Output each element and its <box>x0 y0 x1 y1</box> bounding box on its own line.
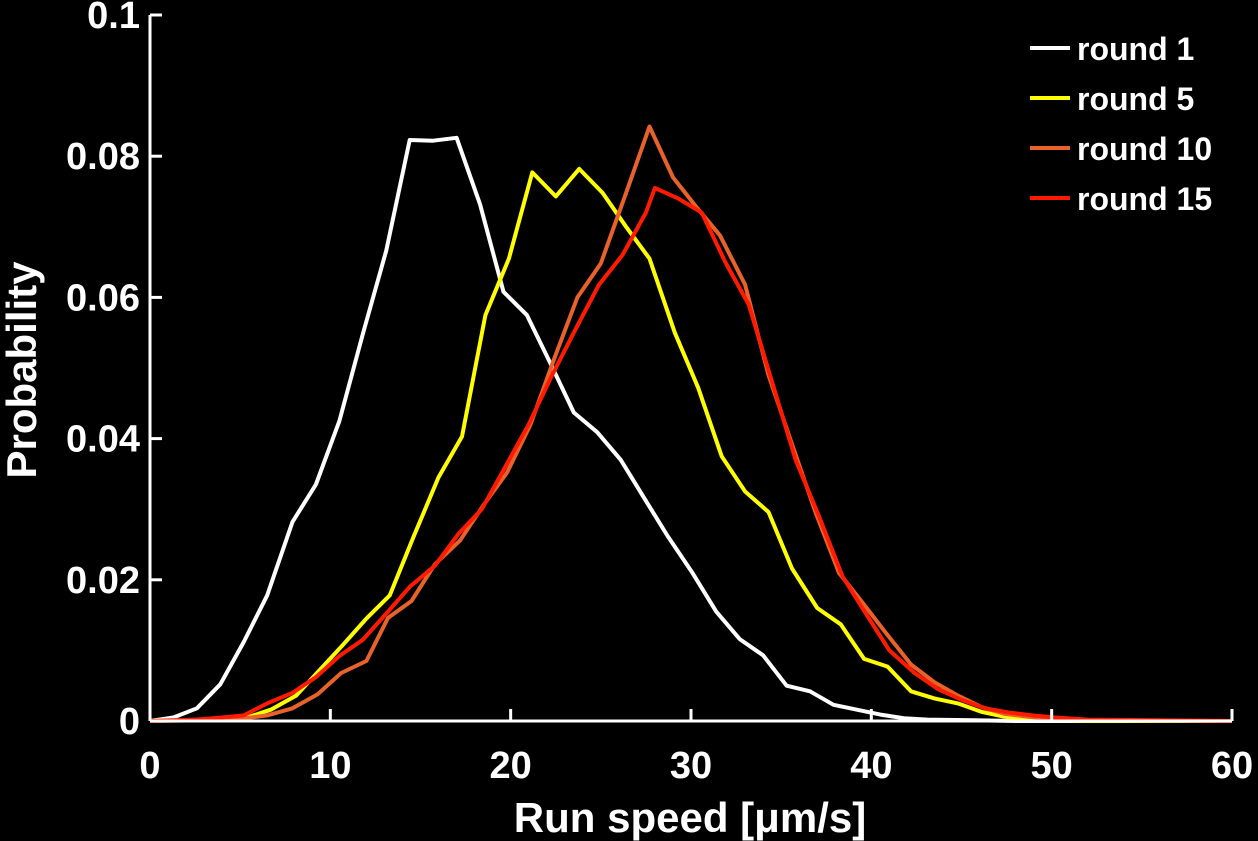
series-line-4 <box>149 186 1233 723</box>
series-line-1 <box>149 135 1232 723</box>
y-tick-label: 0.08 <box>66 136 140 178</box>
y-tick-label: 0.06 <box>66 277 140 319</box>
legend-label: round 10 <box>1077 131 1212 167</box>
x-tick-label: 10 <box>309 745 351 787</box>
legend-label: round 5 <box>1077 81 1194 117</box>
legend: round 1 round 5 round 10 round 15 <box>1030 31 1212 217</box>
y-tick-label: 0.1 <box>87 0 140 37</box>
legend-label: round 1 <box>1077 31 1194 67</box>
y-tick-label: 0.02 <box>66 560 140 602</box>
x-tick-label: 40 <box>850 745 892 787</box>
x-tick-label: 0 <box>139 745 160 787</box>
series-line-2 <box>149 166 1232 723</box>
series-layer <box>149 124 1233 723</box>
legend-label: round 15 <box>1077 181 1212 217</box>
x-tick-label: 30 <box>670 745 712 787</box>
x-tick-label: 20 <box>490 745 532 787</box>
series-line-3 <box>149 124 1233 723</box>
y-tick-label: 0 <box>119 701 140 743</box>
y-axis-label: Probability <box>0 261 45 479</box>
y-tick-label: 0.04 <box>66 419 140 461</box>
x-axis-label: Run speed [μm/s] <box>514 794 866 841</box>
axes-layer: 0 10 20 30 40 50 60 0 0.02 0.04 0.06 0.08 0.1 <box>66 0 1253 787</box>
x-tick-label: 50 <box>1031 745 1073 787</box>
x-tick-label: 60 <box>1211 745 1253 787</box>
